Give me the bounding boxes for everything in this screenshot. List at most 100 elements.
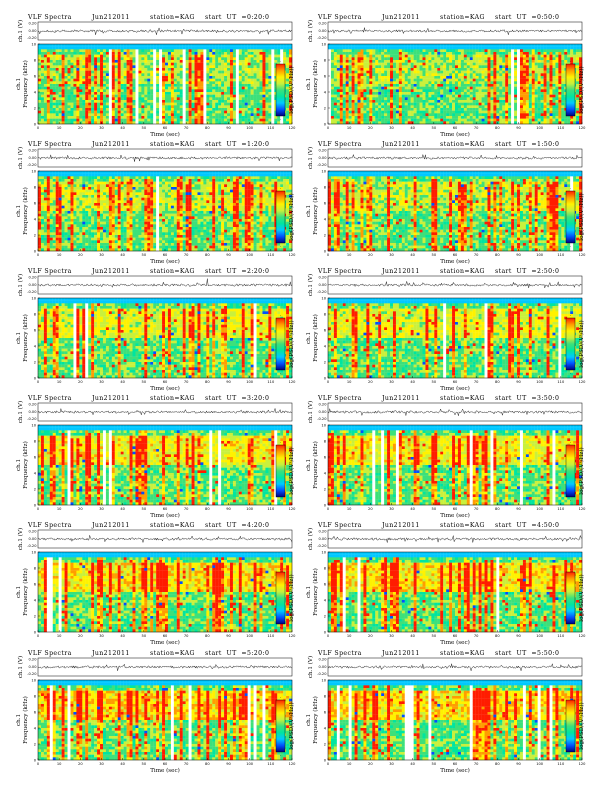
heatmap-cell bbox=[73, 68, 77, 71]
heatmap-cell bbox=[558, 46, 562, 50]
heatmap-cell bbox=[404, 65, 408, 69]
heatmap-cell bbox=[135, 121, 139, 125]
heatmap-cell bbox=[289, 108, 293, 111]
heatmap-cell bbox=[55, 92, 59, 95]
heatmap-cell bbox=[271, 46, 275, 50]
heatmap-cell bbox=[235, 105, 239, 109]
heatmap-cell bbox=[440, 86, 444, 90]
heatmap-cell bbox=[280, 60, 284, 63]
heatmap-cell bbox=[170, 121, 175, 125]
heatmap-cell bbox=[354, 92, 358, 95]
heatmap-cell bbox=[123, 113, 127, 117]
heatmap-cell bbox=[514, 94, 518, 98]
heatmap-cell bbox=[517, 81, 521, 85]
heatmap-cell bbox=[247, 92, 251, 95]
heatmap-cell bbox=[328, 46, 332, 50]
heatmap-cell bbox=[416, 54, 420, 58]
heatmap-cell bbox=[94, 54, 98, 58]
heatmap-cell bbox=[176, 52, 180, 55]
heatmap-cell bbox=[283, 57, 287, 61]
heatmap-cell bbox=[354, 108, 358, 111]
heatmap-cell bbox=[357, 52, 361, 55]
heatmap-cell bbox=[428, 70, 432, 74]
heatmap-cell bbox=[256, 57, 260, 61]
heatmap-cell bbox=[469, 113, 473, 117]
heatmap-cell bbox=[434, 62, 438, 66]
heatmap-cell bbox=[206, 46, 210, 50]
heatmap-cell bbox=[348, 113, 352, 117]
heatmap-cell bbox=[363, 105, 367, 109]
heatmap-cell bbox=[546, 84, 550, 87]
heatmap-cell bbox=[487, 102, 491, 106]
heatmap-cell bbox=[97, 94, 101, 98]
heatmap-cell bbox=[525, 118, 529, 122]
heatmap-cell bbox=[111, 113, 115, 117]
heatmap-cell bbox=[268, 54, 272, 58]
heatmap-cell bbox=[49, 57, 53, 61]
heatmap-cell bbox=[449, 110, 453, 114]
heatmap-cell bbox=[484, 54, 488, 58]
heatmap-cell bbox=[153, 94, 157, 98]
heatmap-cell bbox=[372, 97, 376, 101]
heatmap-cell bbox=[88, 81, 92, 85]
heatmap-cell bbox=[508, 44, 512, 47]
heatmap-cell bbox=[348, 70, 352, 74]
heatmap-cell bbox=[555, 89, 559, 93]
heatmap-cell bbox=[381, 84, 385, 87]
heatmap-cell bbox=[138, 46, 142, 50]
heatmap-cell bbox=[531, 44, 535, 47]
heatmap-cell bbox=[188, 108, 192, 111]
heatmap-cell bbox=[197, 60, 201, 63]
heatmap-cell bbox=[67, 81, 71, 85]
heatmap-cell bbox=[64, 86, 68, 90]
heatmap-cell bbox=[167, 49, 172, 53]
heatmap-cell bbox=[135, 116, 139, 119]
heatmap-cell bbox=[443, 86, 447, 90]
heatmap-cell bbox=[490, 102, 494, 106]
heatmap-cell bbox=[463, 78, 467, 82]
heatmap-cell bbox=[200, 89, 204, 93]
heatmap-cell bbox=[443, 89, 447, 93]
heatmap-cell bbox=[182, 62, 186, 66]
heatmap-cell bbox=[88, 108, 92, 111]
heatmap-cell bbox=[519, 116, 524, 119]
heatmap-cell bbox=[203, 84, 207, 87]
heatmap-cell bbox=[398, 105, 402, 109]
heatmap-cell bbox=[52, 65, 56, 69]
heatmap-cell bbox=[132, 68, 136, 71]
heatmap-cell bbox=[221, 52, 225, 55]
heatmap-cell bbox=[531, 78, 535, 82]
heatmap-cell bbox=[73, 110, 77, 114]
heatmap-cell bbox=[135, 44, 139, 47]
heatmap-cell bbox=[52, 81, 56, 85]
heatmap-cell bbox=[111, 97, 115, 101]
heatmap-cell bbox=[102, 110, 107, 114]
heatmap-cell bbox=[268, 86, 272, 90]
heatmap-cell bbox=[102, 65, 107, 69]
heatmap-cell bbox=[457, 108, 462, 111]
heatmap-cell bbox=[111, 92, 115, 95]
heatmap-cell bbox=[360, 46, 364, 50]
heatmap-cell bbox=[58, 65, 62, 69]
heatmap-cell bbox=[375, 44, 379, 47]
heatmap-cell bbox=[502, 60, 506, 63]
heatmap-cell bbox=[277, 46, 281, 50]
heatmap-cell bbox=[138, 108, 142, 111]
heatmap-cell bbox=[493, 54, 497, 58]
heatmap-cell bbox=[70, 46, 74, 50]
heatmap-cell bbox=[428, 118, 432, 122]
heatmap-cell bbox=[120, 44, 124, 47]
heatmap-cell bbox=[425, 121, 429, 125]
heatmap-cell bbox=[212, 92, 216, 95]
heatmap-cell bbox=[463, 94, 467, 98]
heatmap-cell bbox=[372, 92, 376, 95]
heatmap-cell bbox=[413, 116, 417, 119]
heatmap-cell bbox=[76, 113, 80, 117]
heatmap-cell bbox=[206, 76, 210, 79]
heatmap-cell bbox=[478, 46, 482, 50]
heatmap-cell bbox=[460, 44, 465, 47]
heatmap-cell bbox=[46, 118, 50, 122]
heatmap-cell bbox=[472, 78, 476, 82]
heatmap-cell bbox=[404, 84, 408, 87]
heatmap-cell bbox=[250, 54, 254, 58]
